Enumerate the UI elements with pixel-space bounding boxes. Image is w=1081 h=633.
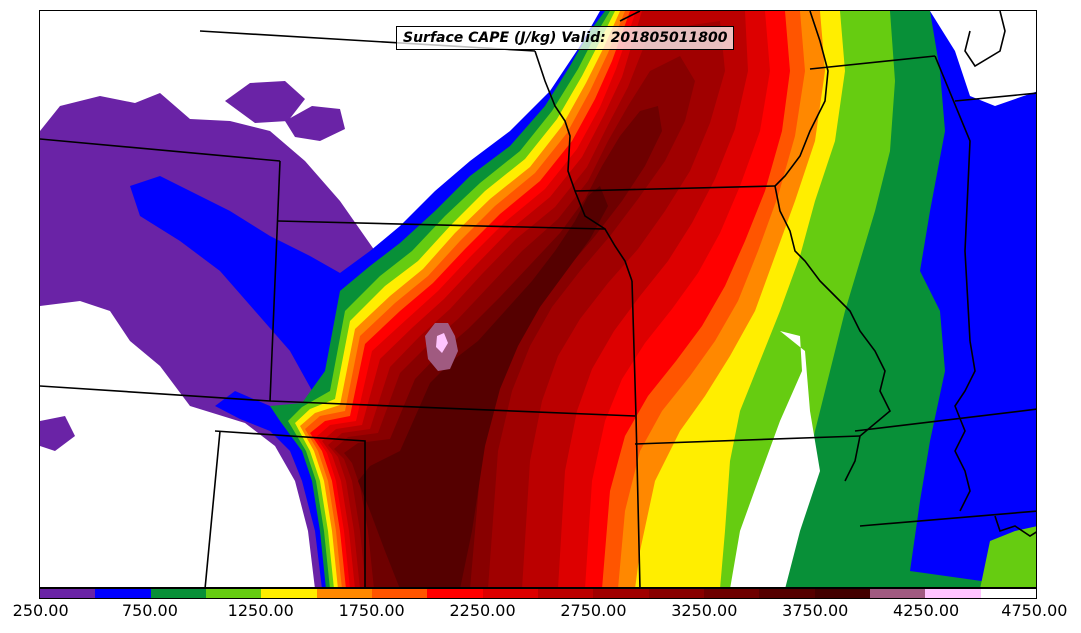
colorbar-tick-label: 2250.00 <box>449 601 516 620</box>
colorbar-tick-label: 1250.00 <box>227 601 294 620</box>
colorbar-swatch <box>371 589 428 598</box>
cape-contour-250-west-blob <box>40 416 75 451</box>
colorbar-swatch <box>482 589 538 598</box>
colorbar-tick-label: 3250.00 <box>671 601 738 620</box>
colorbar-swatch <box>427 589 483 598</box>
colorbar-swatch <box>593 589 649 598</box>
border-line <box>854 408 1036 432</box>
colorbar-swatch <box>869 589 926 598</box>
border-line <box>809 55 936 70</box>
cape-contour-se-corner <box>980 526 1036 587</box>
border-line <box>269 160 281 402</box>
coast-line <box>964 11 1006 68</box>
coast-line <box>619 11 641 22</box>
colorbar-tick-label: 4750.00 <box>1001 601 1068 620</box>
colorbar <box>39 588 1037 599</box>
cape-clear-east <box>730 331 820 587</box>
river-border <box>774 11 891 482</box>
border-line <box>574 185 776 192</box>
border-line <box>934 55 971 342</box>
border-line <box>277 220 606 230</box>
cape-contour-4000-spot <box>436 333 448 353</box>
colorbar-swatch <box>925 589 981 598</box>
map-title: Surface CAPE (J/kg) Valid: 201805011800 <box>396 26 735 50</box>
border-line <box>40 138 281 162</box>
colorbar-labels: 250.00 750.00 1250.00 1750.00 2250.00 2750.00… <box>0 599 1081 629</box>
colorbar-swatch <box>316 589 372 598</box>
cape-contour-3500 <box>358 186 608 587</box>
map-panel: Surface CAPE (J/kg) Valid: 201805011800 <box>39 10 1037 588</box>
colorbar-swatch <box>648 589 704 598</box>
border-line <box>954 92 1036 102</box>
colorbar-swatch <box>150 589 206 598</box>
colorbar-swatch <box>814 589 870 598</box>
cape-clear-ne <box>930 11 1036 106</box>
border-line <box>40 385 636 417</box>
colorbar-tick-label: 250.00 <box>12 601 69 620</box>
colorbar-swatch <box>40 589 96 598</box>
cape-contour-250-nw-blob <box>225 81 305 123</box>
colorbar-tick-label: 4250.00 <box>893 601 960 620</box>
border-line <box>859 510 1036 527</box>
colorbar-tick-label: 2750.00 <box>560 601 627 620</box>
colorbar-tick-label: 1750.00 <box>338 601 405 620</box>
colorbar-swatch <box>95 589 151 598</box>
cape-map <box>40 11 1036 587</box>
river-border <box>954 340 976 512</box>
river-border <box>534 50 633 282</box>
coast-line <box>994 515 1036 537</box>
colorbar-swatch <box>205 589 262 598</box>
colorbar-swatch <box>980 589 1036 598</box>
border-line <box>214 430 366 587</box>
colorbar-swatch <box>703 589 760 598</box>
border-line <box>631 280 641 587</box>
border-line <box>634 435 861 445</box>
colorbar-tick-label: 3750.00 <box>782 601 849 620</box>
colorbar-tick-label: 750.00 <box>121 601 178 620</box>
colorbar-swatch <box>759 589 815 598</box>
colorbar-swatch <box>261 589 317 598</box>
cape-contour-250-nw-blob2 <box>285 106 345 141</box>
border-line <box>204 430 221 587</box>
cape-shading <box>40 11 1036 587</box>
colorbar-swatch <box>537 589 594 598</box>
